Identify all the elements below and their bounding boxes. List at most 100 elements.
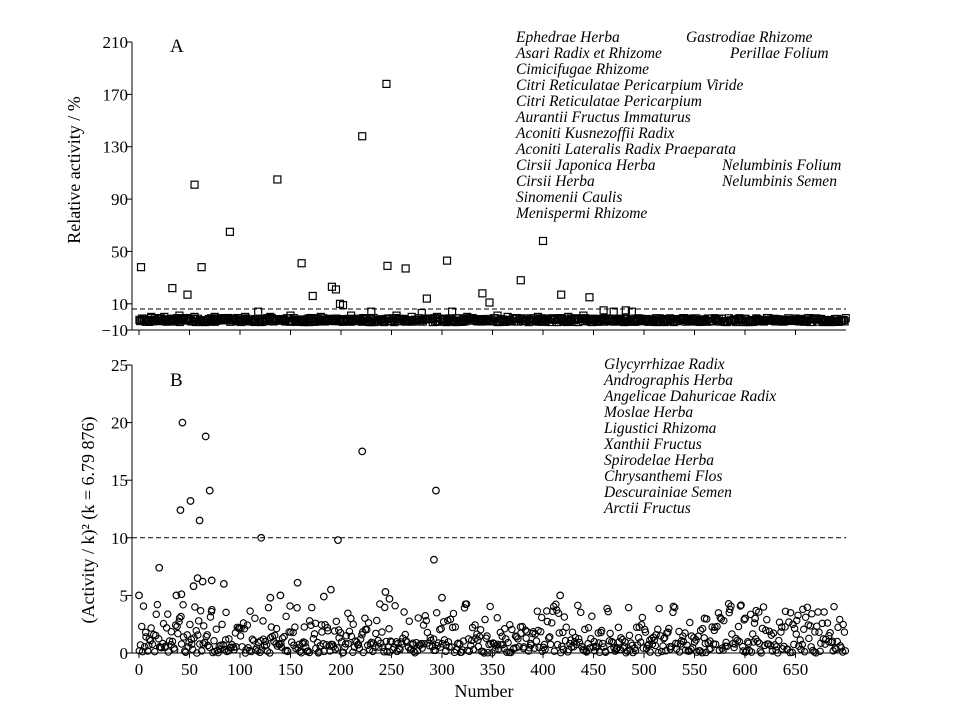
data-point bbox=[557, 290, 566, 299]
data-point bbox=[207, 576, 216, 585]
panel-a-annotation-10-left: Cirsii Herba bbox=[516, 173, 595, 190]
panel-a-label: A bbox=[170, 36, 184, 57]
data-point bbox=[203, 631, 211, 639]
data-point bbox=[517, 629, 525, 637]
data-point bbox=[584, 623, 593, 632]
data-point bbox=[266, 593, 275, 602]
data-point bbox=[785, 618, 793, 626]
data-point bbox=[726, 605, 734, 614]
data-point bbox=[179, 633, 188, 641]
data-point bbox=[136, 263, 146, 272]
data-point bbox=[812, 649, 820, 657]
data-point bbox=[820, 608, 828, 616]
data-point bbox=[379, 643, 387, 652]
data-point bbox=[391, 602, 399, 610]
panel-a-annotation-line-8: Aconiti Lateralis Radix Praeparata bbox=[515, 141, 736, 158]
data-point bbox=[778, 623, 786, 631]
panel-a-annotation-2-right: Perillae Folium bbox=[729, 45, 829, 62]
panel-b-annotation-line-2: Andrographis Herba bbox=[603, 372, 733, 389]
data-point bbox=[318, 628, 326, 636]
data-point bbox=[468, 623, 477, 632]
data-point bbox=[554, 609, 563, 617]
data-point bbox=[155, 563, 164, 572]
data-point bbox=[746, 610, 755, 619]
data-point bbox=[493, 614, 502, 622]
panel-b-y-tick-label: 10 bbox=[111, 529, 128, 548]
data-point bbox=[445, 643, 453, 651]
x-tick-label: 600 bbox=[732, 660, 758, 679]
data-point bbox=[197, 647, 206, 655]
data-point bbox=[529, 628, 537, 636]
data-point bbox=[147, 624, 155, 632]
data-point bbox=[333, 644, 342, 652]
x-tick-label: 500 bbox=[631, 660, 657, 679]
panel-a: A Relative activity / % Ephedrae Herba G… bbox=[64, 29, 850, 340]
data-point bbox=[610, 643, 618, 652]
data-point bbox=[236, 632, 245, 640]
data-point bbox=[670, 603, 679, 612]
data-point bbox=[305, 648, 314, 657]
x-tick-label: 200 bbox=[328, 660, 354, 679]
data-point bbox=[781, 607, 790, 616]
data-point bbox=[734, 622, 743, 631]
data-point bbox=[200, 622, 208, 630]
panel-a-annotation-line-6: Aurantii Fructus Immaturus bbox=[515, 109, 691, 126]
data-point bbox=[709, 640, 718, 648]
data-point bbox=[382, 79, 391, 88]
data-point bbox=[437, 624, 445, 633]
panel-b-y-tick-label: 5 bbox=[120, 586, 129, 605]
data-point bbox=[798, 640, 807, 649]
panel-b-annotation-line-10: Arctii Fructus bbox=[603, 500, 691, 517]
data-point bbox=[297, 648, 306, 657]
panel-a-annotation-9-right: Nelumbinis Folium bbox=[721, 157, 841, 174]
data-point bbox=[460, 604, 469, 612]
data-point bbox=[555, 629, 563, 637]
data-point bbox=[372, 616, 381, 625]
data-point bbox=[720, 616, 728, 625]
data-point bbox=[485, 298, 494, 307]
data-point bbox=[781, 623, 789, 631]
data-point bbox=[439, 618, 448, 626]
panel-b-annotation-line-6: Xanthii Fructus bbox=[603, 436, 702, 453]
x-tick-label: 100 bbox=[227, 660, 253, 679]
data-point bbox=[177, 590, 186, 599]
data-point bbox=[293, 578, 302, 587]
data-point bbox=[737, 601, 745, 609]
data-point bbox=[167, 627, 176, 636]
data-point bbox=[194, 617, 203, 625]
data-point bbox=[309, 634, 318, 643]
data-point bbox=[154, 634, 163, 643]
panel-a-y-tick-label: −10 bbox=[101, 321, 128, 340]
data-point bbox=[308, 603, 316, 612]
data-point bbox=[161, 642, 170, 650]
data-point bbox=[792, 616, 801, 625]
data-point bbox=[242, 646, 250, 654]
data-point bbox=[193, 649, 201, 657]
panel-a-annotation-line-4: Citri Reticulatae Pericarpium Viride bbox=[516, 77, 744, 94]
data-point bbox=[320, 647, 328, 656]
data-point bbox=[636, 638, 645, 646]
data-point bbox=[266, 649, 274, 657]
data-point bbox=[612, 645, 621, 653]
data-point bbox=[839, 315, 848, 325]
data-point bbox=[307, 621, 315, 629]
data-point bbox=[381, 588, 390, 596]
data-point bbox=[462, 600, 471, 608]
data-point bbox=[654, 648, 662, 657]
data-point bbox=[361, 614, 369, 622]
data-point bbox=[148, 640, 157, 649]
data-point bbox=[757, 649, 765, 657]
data-point bbox=[400, 608, 408, 616]
data-point bbox=[239, 619, 248, 627]
data-point bbox=[162, 624, 171, 632]
data-point bbox=[183, 631, 191, 639]
data-point bbox=[735, 637, 744, 646]
data-point bbox=[218, 620, 226, 629]
data-point bbox=[586, 316, 595, 325]
data-point bbox=[660, 633, 669, 642]
data-point bbox=[308, 291, 317, 301]
panel-a-annotation-1-left: Ephedrae Herba bbox=[515, 29, 620, 46]
data-point bbox=[183, 290, 192, 299]
data-point bbox=[698, 648, 706, 657]
panel-b-y-tick-label: 15 bbox=[111, 471, 128, 490]
